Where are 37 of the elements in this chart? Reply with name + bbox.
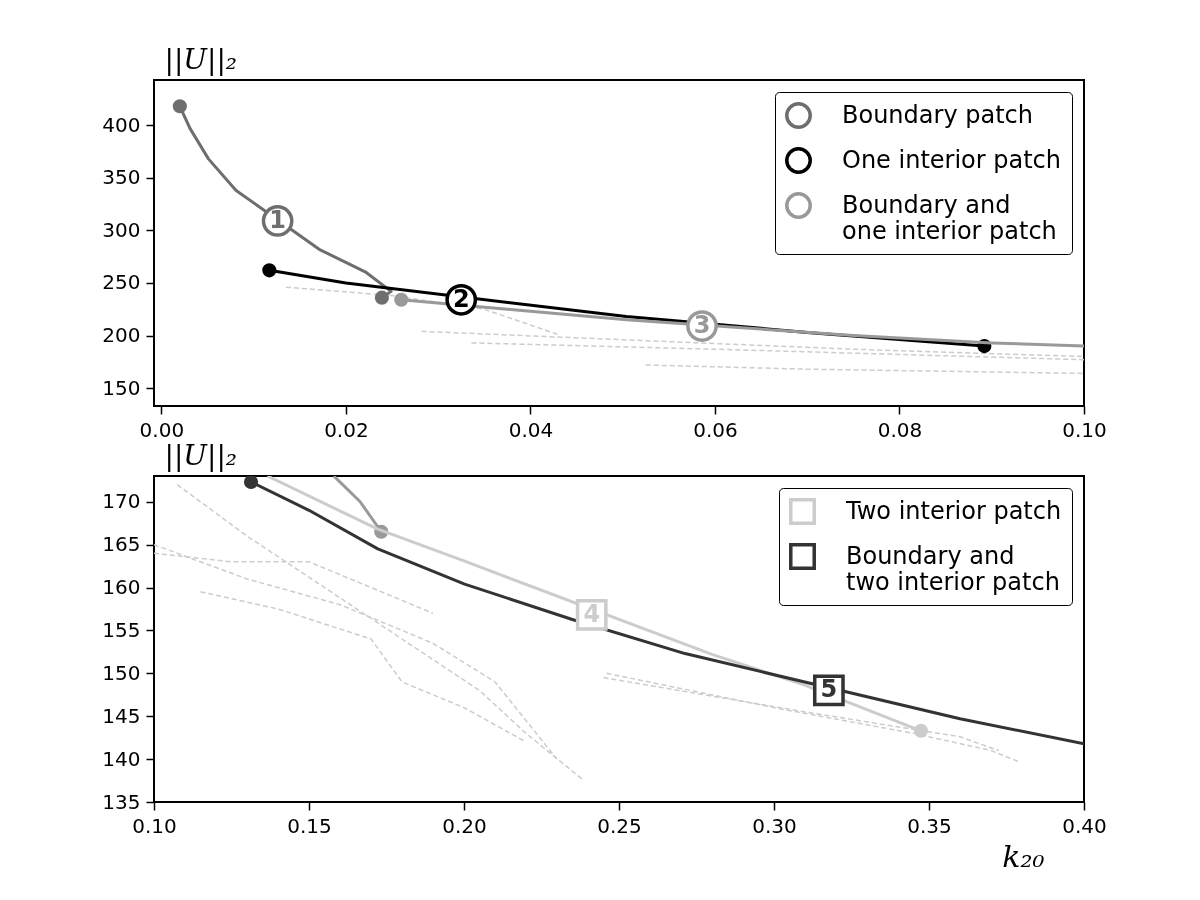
y-axis-title: ||U||₂ [164,42,238,76]
y-tick-label: 170 [102,489,141,514]
x-tick-label: 0.40 [1062,813,1107,838]
x-tick-label: 0.30 [752,813,797,838]
y-tick-label: 140 [102,746,141,771]
y-tick-label: 160 [102,575,141,600]
legend-label: Boundary and two interior patch [846,541,1060,596]
x-tick-label: 0.15 [287,813,332,838]
y-tick-label: 300 [102,217,141,242]
x-tick-label: 0.10 [132,813,177,838]
y-tick-label: 350 [102,165,141,190]
x-axis-title: k₂₀ [1002,838,1045,874]
y-tick-label: 250 [102,270,141,295]
y-tick-label: 135 [102,789,141,814]
y-tick-label: 150 [102,375,141,400]
x-tick-label: 0.20 [442,813,487,838]
annotation: 5 [820,675,838,704]
y-tick-label: 145 [102,703,141,728]
x-tick-label: 0.10 [1062,417,1107,442]
x-tick-label: 0.08 [877,417,923,442]
legend-label: Boundary and one interior patch [842,190,1057,245]
annotation: 2 [452,284,470,313]
legend-label: Boundary patch [842,100,1033,129]
legend-label: Two interior patch [845,496,1062,525]
y-tick-label: 150 [102,660,141,685]
x-tick-label: 0.25 [597,813,642,838]
annotation: 1 [269,205,286,234]
annotation: 3 [693,311,711,340]
y-tick-label: 155 [102,617,141,642]
x-tick-label: 0.35 [907,813,952,838]
y-tick-label: 165 [102,532,141,557]
legend-label: One interior patch [842,145,1062,174]
x-tick-label: 0.02 [324,417,369,442]
x-tick-label: 0.04 [508,417,554,442]
y-tick-label: 400 [102,112,141,137]
x-tick-label: 0.06 [693,417,738,442]
y-tick-label: 200 [102,323,141,348]
